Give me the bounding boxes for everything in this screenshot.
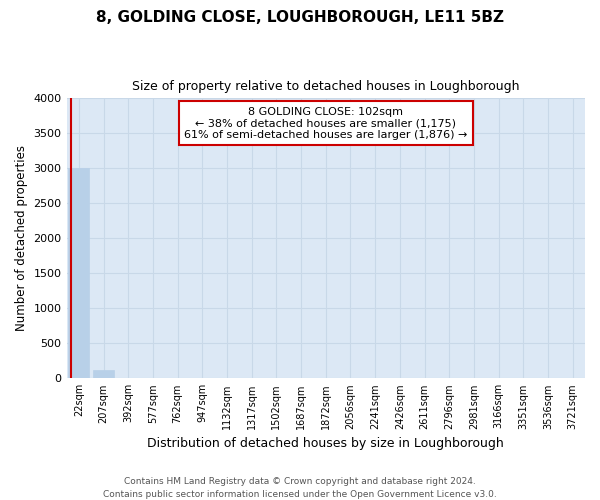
Bar <box>93 370 114 378</box>
Text: 8 GOLDING CLOSE: 102sqm
← 38% of detached houses are smaller (1,175)
61% of semi: 8 GOLDING CLOSE: 102sqm ← 38% of detache… <box>184 106 467 140</box>
Bar <box>68 168 89 378</box>
Title: Size of property relative to detached houses in Loughborough: Size of property relative to detached ho… <box>132 80 520 93</box>
Text: Contains HM Land Registry data © Crown copyright and database right 2024.: Contains HM Land Registry data © Crown c… <box>124 478 476 486</box>
X-axis label: Distribution of detached houses by size in Loughborough: Distribution of detached houses by size … <box>148 437 504 450</box>
Text: Contains public sector information licensed under the Open Government Licence v3: Contains public sector information licen… <box>103 490 497 499</box>
Text: 8, GOLDING CLOSE, LOUGHBOROUGH, LE11 5BZ: 8, GOLDING CLOSE, LOUGHBOROUGH, LE11 5BZ <box>96 10 504 25</box>
Y-axis label: Number of detached properties: Number of detached properties <box>15 146 28 332</box>
